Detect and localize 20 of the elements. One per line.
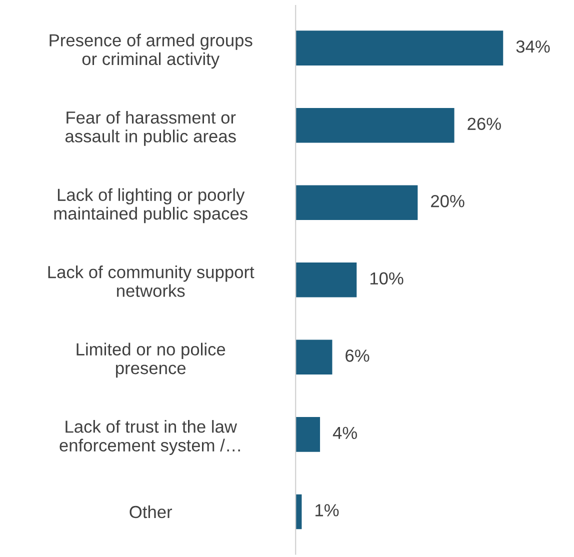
- bar: [296, 340, 332, 375]
- data-label: 6%: [346, 350, 370, 362]
- data-label: 1%: [316, 504, 339, 516]
- bar: [296, 108, 454, 143]
- data-label: 20%: [431, 194, 464, 208]
- data-label: 34%: [516, 40, 550, 53]
- bar: [296, 262, 357, 298]
- y-tick-label: Limited or no police presence: [76, 342, 226, 378]
- y-tick-label: Other: [130, 505, 172, 518]
- data-label: 4%: [332, 426, 357, 440]
- y-tick-label: Lack of community support networks: [48, 266, 254, 297]
- y-tick-label: Presence of armed groups or criminal activity: [50, 34, 252, 69]
- data-label: 10%: [370, 272, 404, 285]
- y-tick-label: Fear of harassment or assault in public areas: [65, 110, 236, 146]
- bar: [296, 185, 418, 220]
- y-tick-label: Lack of lighting or poorly maintained public spaces: [54, 188, 248, 224]
- bar: [296, 30, 504, 66]
- bar: [296, 417, 320, 452]
- data-label: 26%: [468, 118, 501, 130]
- y-tick-label: Lack of trust in the law enforcement system /…: [60, 420, 240, 455]
